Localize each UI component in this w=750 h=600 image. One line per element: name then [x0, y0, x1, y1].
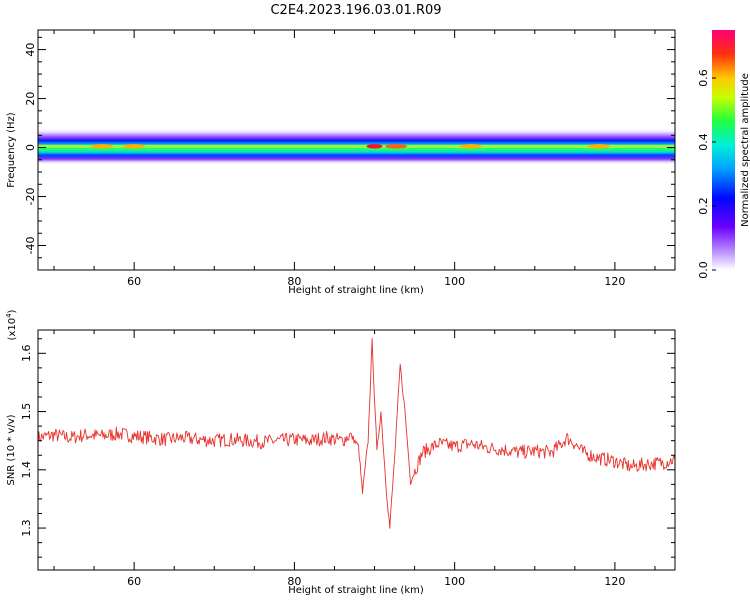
hot-spot [91, 144, 114, 149]
colorbar-label: Normalized spectral amplitude [740, 73, 750, 227]
y-tick-label: -40 [24, 237, 37, 255]
y-tick-label: 20 [24, 92, 37, 106]
line-plot [38, 338, 675, 529]
hot-spot [587, 144, 610, 149]
y-axis-label: SNR (10 * v/v) [6, 414, 17, 485]
y-tick-label: 1.6 [20, 345, 33, 363]
hot-spot [366, 144, 383, 149]
y-tick-label: 1.3 [20, 519, 33, 537]
x-tick-label: 80 [287, 275, 301, 288]
x-tick-label: 60 [127, 575, 141, 588]
colorbar-tick-label: 0.4 [697, 133, 710, 151]
plot-frame [37, 29, 676, 271]
y-tick-label: 1.5 [20, 403, 33, 421]
snr-panel: 60 80 100 120 1.3 1.4 1.5 1.6 Height of straight… [5, 309, 676, 596]
x-tick-label: 60 [127, 275, 141, 288]
x-axis-label: Height of straight line (km) [288, 585, 424, 596]
colorbar-tick-label: 0.0 [697, 261, 710, 279]
hot-spot [123, 144, 146, 149]
y-tick-label: -20 [24, 188, 37, 206]
plot-frame [37, 329, 676, 571]
y-axis-label: Frequency (Hz) [6, 112, 17, 188]
series-line [38, 338, 675, 529]
x-tick-label: 100 [444, 275, 465, 288]
spectrogram-panel: 60 80 100 120 -40 -20 0 20 40 Height of straight … [6, 29, 676, 296]
band-core [38, 144, 675, 148]
heatmap-plot [38, 127, 675, 165]
colorbar-gradient [712, 30, 735, 270]
axis-multiplier: (x104) [5, 309, 18, 340]
chart-title: C2E4.2023.196.03.01.R09 [270, 3, 441, 18]
y-tick-label: 40 [24, 43, 37, 57]
x-tick-label: 100 [444, 575, 465, 588]
hot-spot [459, 144, 482, 149]
colorbar: 0.0 0.2 0.4 0.6 Normalized spectral amplitud… [697, 30, 750, 279]
x-axis-label: Height of straight line (km) [288, 285, 424, 296]
hot-spot [385, 144, 408, 149]
x-tick-label: 120 [604, 575, 625, 588]
colorbar-tick-label: 0.2 [697, 197, 710, 215]
y-tick-label: 0 [24, 144, 37, 151]
y-tick-label: 1.4 [20, 461, 33, 479]
colorbar-tick-label: 0.6 [697, 69, 710, 87]
x-tick-label: 120 [604, 275, 625, 288]
x-tick-label: 80 [287, 575, 301, 588]
